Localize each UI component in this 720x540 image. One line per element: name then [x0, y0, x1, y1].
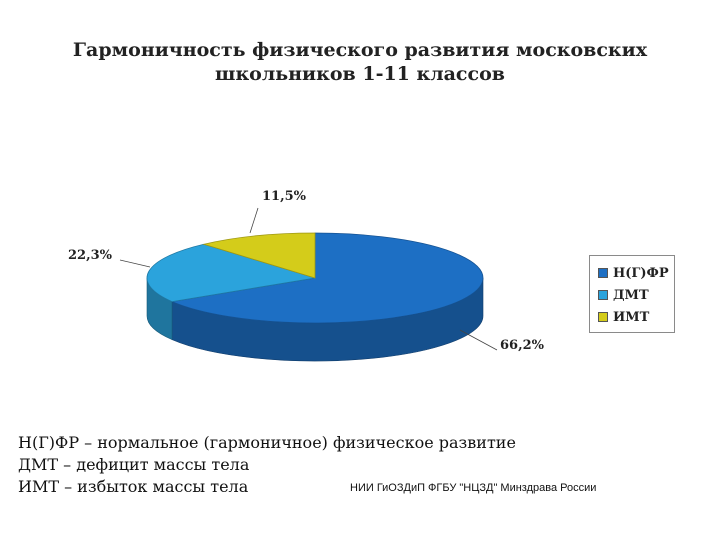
pie-slice-1 — [146, 243, 316, 303]
legend-label-nfr: Н(Г)ФР — [613, 265, 669, 281]
data-label-2: 11,5% — [262, 189, 307, 204]
data-label-0: 66,2% — [500, 338, 545, 353]
chart-legend: Н(Г)ФР ДМТ ИМТ — [589, 255, 675, 333]
chart-title-line-1: Гармоничность физического развития моско… — [72, 39, 648, 61]
legend-swatch-nfr — [598, 268, 608, 278]
pie-slice-0 — [170, 232, 484, 324]
legend-swatch-imt — [598, 312, 608, 322]
note-dmt: ДМТ – дефицит массы тела — [18, 455, 250, 474]
label-leader-0 — [459, 329, 498, 351]
legend-item: ИМТ — [598, 306, 674, 328]
legend-item: Н(Г)ФР — [598, 262, 674, 284]
pie-slice-2 — [202, 232, 316, 279]
source-credit: НИИ ГиОЗДиП ФГБУ "НЦЗД" Минздрава России — [350, 482, 597, 494]
note-nfr: Н(Г)ФР – нормальное (гармоничное) физиче… — [18, 433, 516, 452]
abbreviation-notes: Н(Г)ФР – нормальное (гармоничное) физиче… — [18, 432, 516, 498]
legend-label-imt: ИМТ — [613, 309, 650, 325]
legend-label-dmt: ДМТ — [613, 287, 649, 303]
chart-title: Гармоничность физического развития моско… — [60, 38, 660, 86]
data-label-1: 22,3% — [68, 248, 113, 263]
legend-item: ДМТ — [598, 284, 674, 306]
note-imt: ИМТ – избыток массы тела — [18, 477, 249, 496]
label-leader-2 — [249, 207, 259, 234]
label-leader-1 — [119, 259, 151, 268]
chart-title-line-2: школьников 1-11 классов — [215, 63, 505, 85]
legend-swatch-dmt — [598, 290, 608, 300]
